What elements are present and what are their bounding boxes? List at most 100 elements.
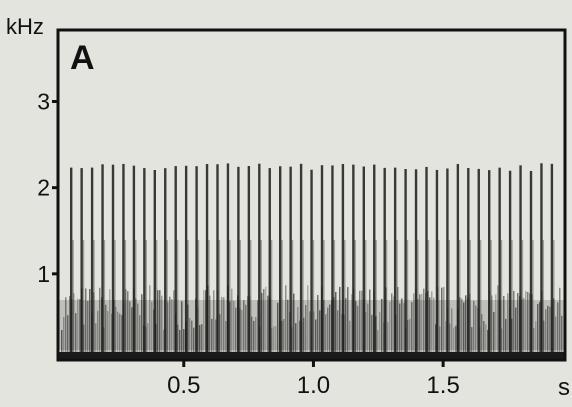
- pulse: [477, 168, 480, 360]
- noise: [283, 319, 285, 360]
- pulse: [550, 163, 554, 360]
- pulse-shadow: [553, 240, 555, 360]
- pulse: [258, 163, 261, 360]
- pulse: [320, 165, 324, 360]
- noise: [141, 294, 143, 360]
- noise: [317, 295, 319, 360]
- noise: [121, 315, 123, 360]
- pulse: [101, 164, 104, 360]
- noise: [267, 295, 269, 360]
- noise: [117, 311, 119, 360]
- pulse-shadow: [448, 240, 450, 360]
- noise: [63, 316, 65, 360]
- pulse-shadow: [229, 240, 231, 360]
- noise: [85, 288, 87, 360]
- noise: [285, 285, 287, 360]
- noise: [367, 303, 369, 360]
- pulse: [331, 165, 334, 360]
- noise: [163, 329, 165, 360]
- pulse-shadow: [166, 240, 168, 360]
- noise: [547, 305, 549, 360]
- noise: [515, 307, 517, 360]
- noise: [305, 304, 307, 360]
- pulse: [456, 163, 460, 360]
- noise: [503, 296, 505, 360]
- pulse-shadow: [532, 240, 534, 360]
- noise: [409, 318, 411, 360]
- noise: [131, 307, 133, 360]
- noise: [231, 288, 233, 360]
- pulse-shadow: [93, 240, 95, 360]
- noise: [119, 313, 121, 360]
- noise: [351, 294, 353, 360]
- noise: [327, 307, 329, 360]
- noise: [255, 316, 257, 360]
- pulse: [90, 167, 94, 360]
- noise: [387, 322, 389, 360]
- noise: [407, 319, 409, 360]
- noise: [173, 290, 175, 360]
- noise: [449, 323, 451, 360]
- pulse-shadow: [375, 240, 377, 360]
- noise: [97, 310, 99, 360]
- noise: [325, 314, 327, 360]
- noise: [277, 302, 279, 360]
- noise: [513, 290, 515, 360]
- noise: [559, 287, 561, 360]
- noise: [323, 300, 325, 360]
- pulse: [362, 166, 365, 360]
- noise: [187, 304, 189, 360]
- noise: [537, 304, 539, 360]
- pulse-shadow: [417, 240, 419, 360]
- y-tick-label: 3: [37, 89, 50, 115]
- y-axis-label: kHz: [6, 14, 44, 39]
- noise: [421, 293, 423, 360]
- noise: [181, 301, 183, 360]
- noise: [481, 314, 483, 360]
- pulse-shadow: [176, 240, 179, 360]
- pulse-shadow: [291, 240, 294, 360]
- pulse-shadow: [145, 240, 147, 360]
- noise: [67, 315, 69, 360]
- noise: [177, 324, 179, 360]
- noise: [399, 303, 401, 360]
- noise: [139, 315, 141, 360]
- pulse: [498, 167, 501, 360]
- pulse-shadow: [197, 240, 200, 360]
- noise: [369, 289, 371, 360]
- noise: [459, 297, 461, 360]
- noise: [431, 291, 433, 360]
- noise: [243, 300, 245, 360]
- noise: [497, 285, 499, 360]
- pulse: [519, 165, 522, 360]
- noise: [401, 298, 403, 360]
- noise: [427, 291, 429, 360]
- noise: [473, 300, 475, 360]
- noise: [229, 301, 231, 360]
- noise: [345, 298, 347, 360]
- noise: [483, 320, 485, 360]
- pulse-shadow: [438, 240, 440, 360]
- noise: [307, 285, 309, 360]
- noise: [549, 306, 551, 360]
- pulse-shadow: [302, 240, 304, 360]
- pulse: [352, 164, 355, 360]
- noise: [239, 308, 241, 360]
- noise: [61, 329, 63, 360]
- pulse-shadow: [344, 240, 346, 360]
- pulse: [414, 169, 418, 360]
- pulse-shadow: [72, 240, 74, 360]
- noise: [65, 297, 67, 360]
- pulse-shadow: [281, 240, 283, 360]
- pulse: [425, 166, 428, 360]
- noise: [419, 294, 421, 360]
- noise: [83, 324, 85, 360]
- noise: [145, 326, 147, 360]
- noise: [525, 291, 527, 360]
- noise: [501, 328, 503, 360]
- noise: [205, 290, 207, 360]
- noise: [315, 319, 317, 360]
- noise: [125, 289, 127, 360]
- noise: [529, 293, 531, 360]
- pulse-shadow: [479, 240, 482, 360]
